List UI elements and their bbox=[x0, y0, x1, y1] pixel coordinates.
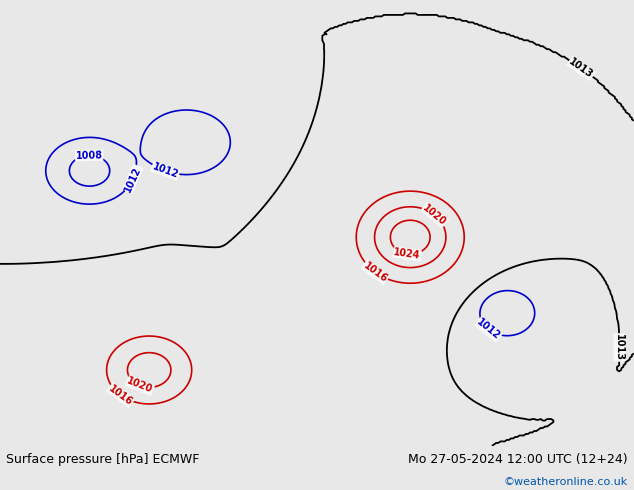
Text: 1012: 1012 bbox=[122, 165, 143, 194]
Text: Surface pressure [hPa] ECMWF: Surface pressure [hPa] ECMWF bbox=[6, 453, 200, 466]
Text: ©weatheronline.co.uk: ©weatheronline.co.uk bbox=[503, 477, 628, 487]
Text: 1013: 1013 bbox=[614, 334, 624, 361]
Text: 1013: 1013 bbox=[567, 57, 595, 80]
Text: 1012: 1012 bbox=[151, 162, 180, 180]
Text: 1020: 1020 bbox=[421, 203, 448, 227]
Text: 1012: 1012 bbox=[475, 317, 502, 342]
Text: 1008: 1008 bbox=[75, 150, 103, 161]
Text: 1016: 1016 bbox=[361, 260, 389, 284]
Text: 1016: 1016 bbox=[107, 383, 134, 407]
Text: 1024: 1024 bbox=[393, 247, 421, 261]
Text: 1020: 1020 bbox=[126, 376, 154, 395]
Text: Mo 27-05-2024 12:00 UTC (12+24): Mo 27-05-2024 12:00 UTC (12+24) bbox=[408, 453, 628, 466]
